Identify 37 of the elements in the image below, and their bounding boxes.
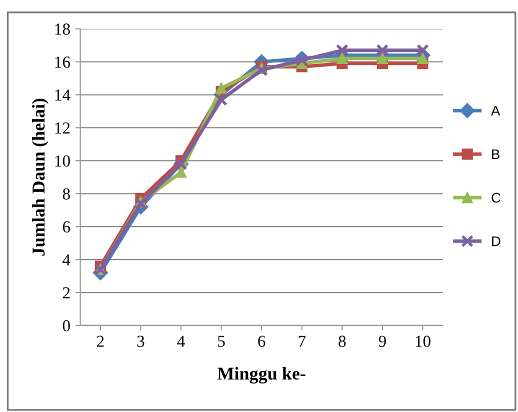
legend-label: C bbox=[492, 192, 500, 203]
y-axis-title: Jumlah Daun (helai) bbox=[32, 98, 48, 256]
point bbox=[376, 44, 389, 57]
legend-label: A bbox=[490, 106, 500, 116]
x-tick-label: 9 bbox=[378, 336, 386, 347]
y-tick-label: 8 bbox=[62, 188, 70, 200]
legend-label: D bbox=[492, 236, 500, 246]
y-tick-label: 4 bbox=[62, 254, 70, 266]
x-tick-label: 3 bbox=[137, 336, 144, 347]
legend-label: B bbox=[492, 149, 500, 159]
point bbox=[417, 52, 428, 64]
point bbox=[336, 52, 348, 64]
x-tick-label: 4 bbox=[177, 336, 185, 347]
point bbox=[175, 166, 187, 178]
x-tick-label: 7 bbox=[298, 336, 306, 347]
y-tick-label: 10 bbox=[55, 155, 70, 167]
y-tick-label: 16 bbox=[55, 56, 70, 68]
y-tick-label: 6 bbox=[62, 221, 70, 233]
y-tick-label: 12 bbox=[55, 122, 70, 134]
point bbox=[255, 64, 268, 76]
x-axis-title: Minggu ke- bbox=[218, 366, 306, 384]
x-tick-label: 6 bbox=[258, 336, 266, 347]
x-tick-label: 8 bbox=[338, 336, 346, 347]
x-tick-label: 5 bbox=[218, 336, 225, 347]
x-tick-label: 2 bbox=[97, 336, 104, 347]
point bbox=[296, 54, 308, 66]
point bbox=[216, 82, 227, 94]
point bbox=[376, 52, 388, 64]
point bbox=[336, 44, 348, 57]
x-tick-label: 10 bbox=[416, 336, 430, 347]
point bbox=[134, 197, 147, 210]
y-tick-label: 0 bbox=[62, 320, 70, 332]
y-tick-label: 14 bbox=[55, 90, 70, 101]
y-tick-label: 2 bbox=[62, 287, 70, 298]
point bbox=[416, 44, 429, 57]
point bbox=[215, 93, 228, 106]
y-tick-label: 18 bbox=[55, 24, 70, 35]
